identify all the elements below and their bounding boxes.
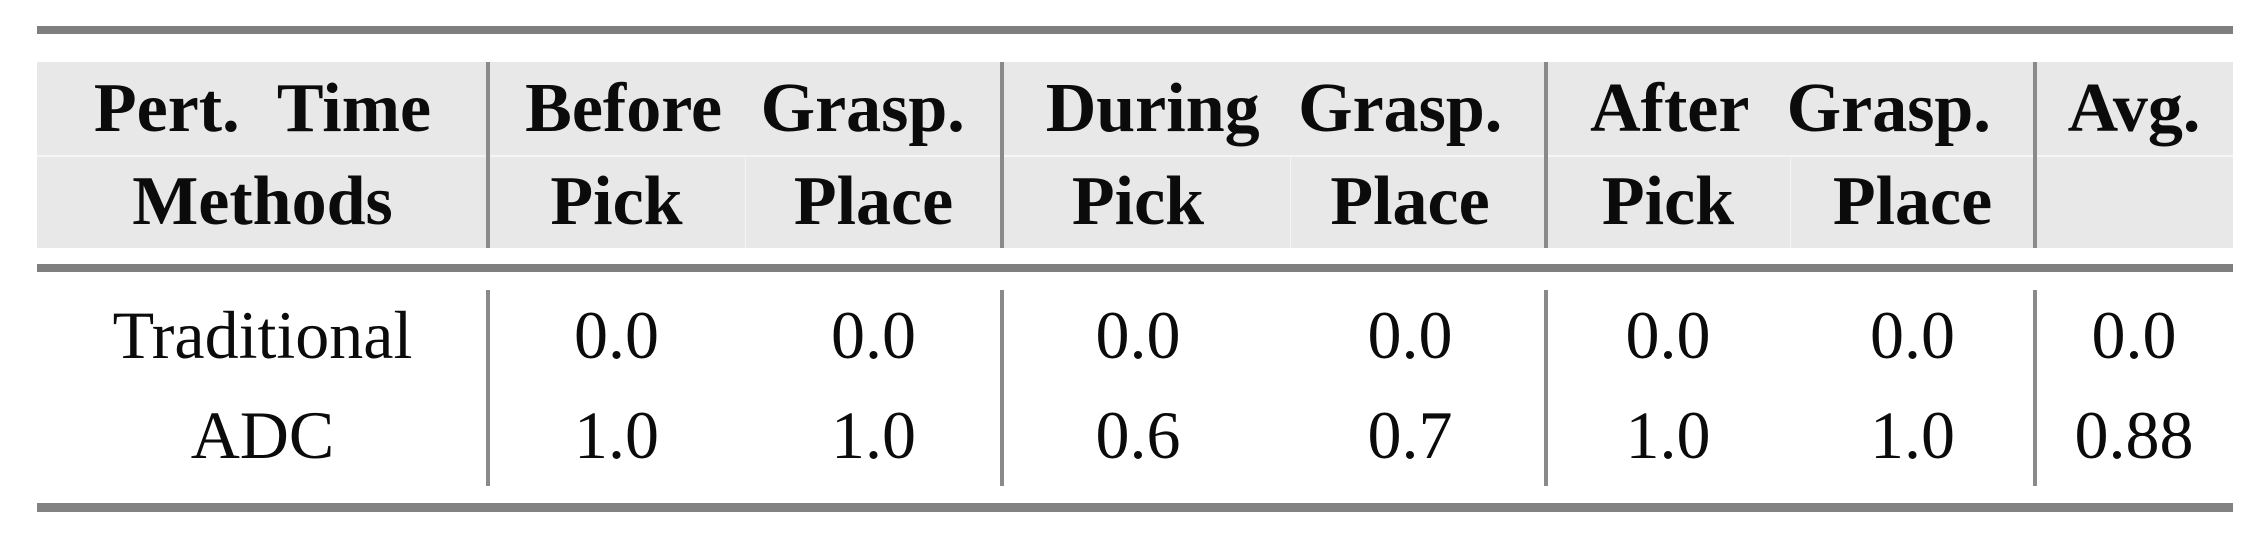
table-top-rule	[37, 26, 2233, 34]
value-cell-after-place: 0.0	[1870, 297, 1955, 373]
value-cell-after-pick: 1.0	[1625, 397, 1711, 473]
header-subcell-separator	[745, 156, 746, 248]
table-bottom-rule	[37, 503, 2233, 512]
column-divider	[1544, 290, 1548, 486]
column-divider	[2033, 62, 2037, 248]
table-body: Traditional 0.0 0.0 0.0 0.0 0.0 0.0 0.0 …	[37, 285, 2233, 485]
header-subcell-separator	[1790, 156, 1791, 248]
method-cell: ADC	[190, 397, 335, 473]
value-cell-avg: 0.88	[2074, 397, 2194, 473]
header-corner-cell: Pert. Time Methods	[37, 62, 488, 248]
header-group-during-grasp: During Grasp.	[1045, 69, 1503, 147]
header-group-before-grasp: Before Grasp.	[525, 69, 965, 147]
column-divider	[1000, 290, 1004, 486]
value-cell-before-pick: 0.0	[574, 297, 659, 373]
header-avg-label: Avg.	[2067, 69, 2201, 147]
value-cell-avg: 0.0	[2091, 297, 2177, 373]
column-divider	[486, 62, 490, 248]
value-cell-before-pick: 1.0	[574, 397, 659, 473]
header-before-pick-label: Pick	[550, 162, 683, 240]
value-cell-before-place: 1.0	[831, 397, 916, 473]
value-cell-during-pick: 0.6	[1095, 397, 1181, 473]
header-during-pick-label: Pick	[1071, 162, 1205, 240]
method-cell: Traditional	[112, 297, 413, 373]
value-cell-after-place: 1.0	[1870, 397, 1955, 473]
value-cell-during-pick: 0.0	[1095, 297, 1181, 373]
column-divider	[486, 290, 490, 486]
header-pert-time-label: Pert. Time	[93, 69, 432, 147]
header-before-place-label: Place	[793, 162, 954, 240]
header-methods-label: Methods	[132, 162, 393, 240]
table-header: Pert. Time Methods Before Grasp. During …	[37, 62, 2233, 248]
header-after-pick-label: Pick	[1601, 162, 1735, 240]
table-mid-rule	[37, 264, 2233, 272]
header-after-place-label: Place	[1832, 162, 1993, 240]
value-cell-during-place: 0.7	[1367, 397, 1453, 473]
value-cell-during-place: 0.0	[1367, 297, 1453, 373]
column-divider	[1544, 62, 1548, 248]
column-divider	[1000, 62, 1004, 248]
header-subcell-separator	[1290, 156, 1291, 248]
header-row-separator	[37, 155, 2233, 157]
header-group-after-grasp: After Grasp.	[1590, 69, 1991, 147]
column-divider	[2033, 290, 2037, 486]
value-cell-after-pick: 0.0	[1625, 297, 1711, 373]
value-cell-before-place: 0.0	[831, 297, 916, 373]
header-during-place-label: Place	[1330, 162, 1490, 240]
